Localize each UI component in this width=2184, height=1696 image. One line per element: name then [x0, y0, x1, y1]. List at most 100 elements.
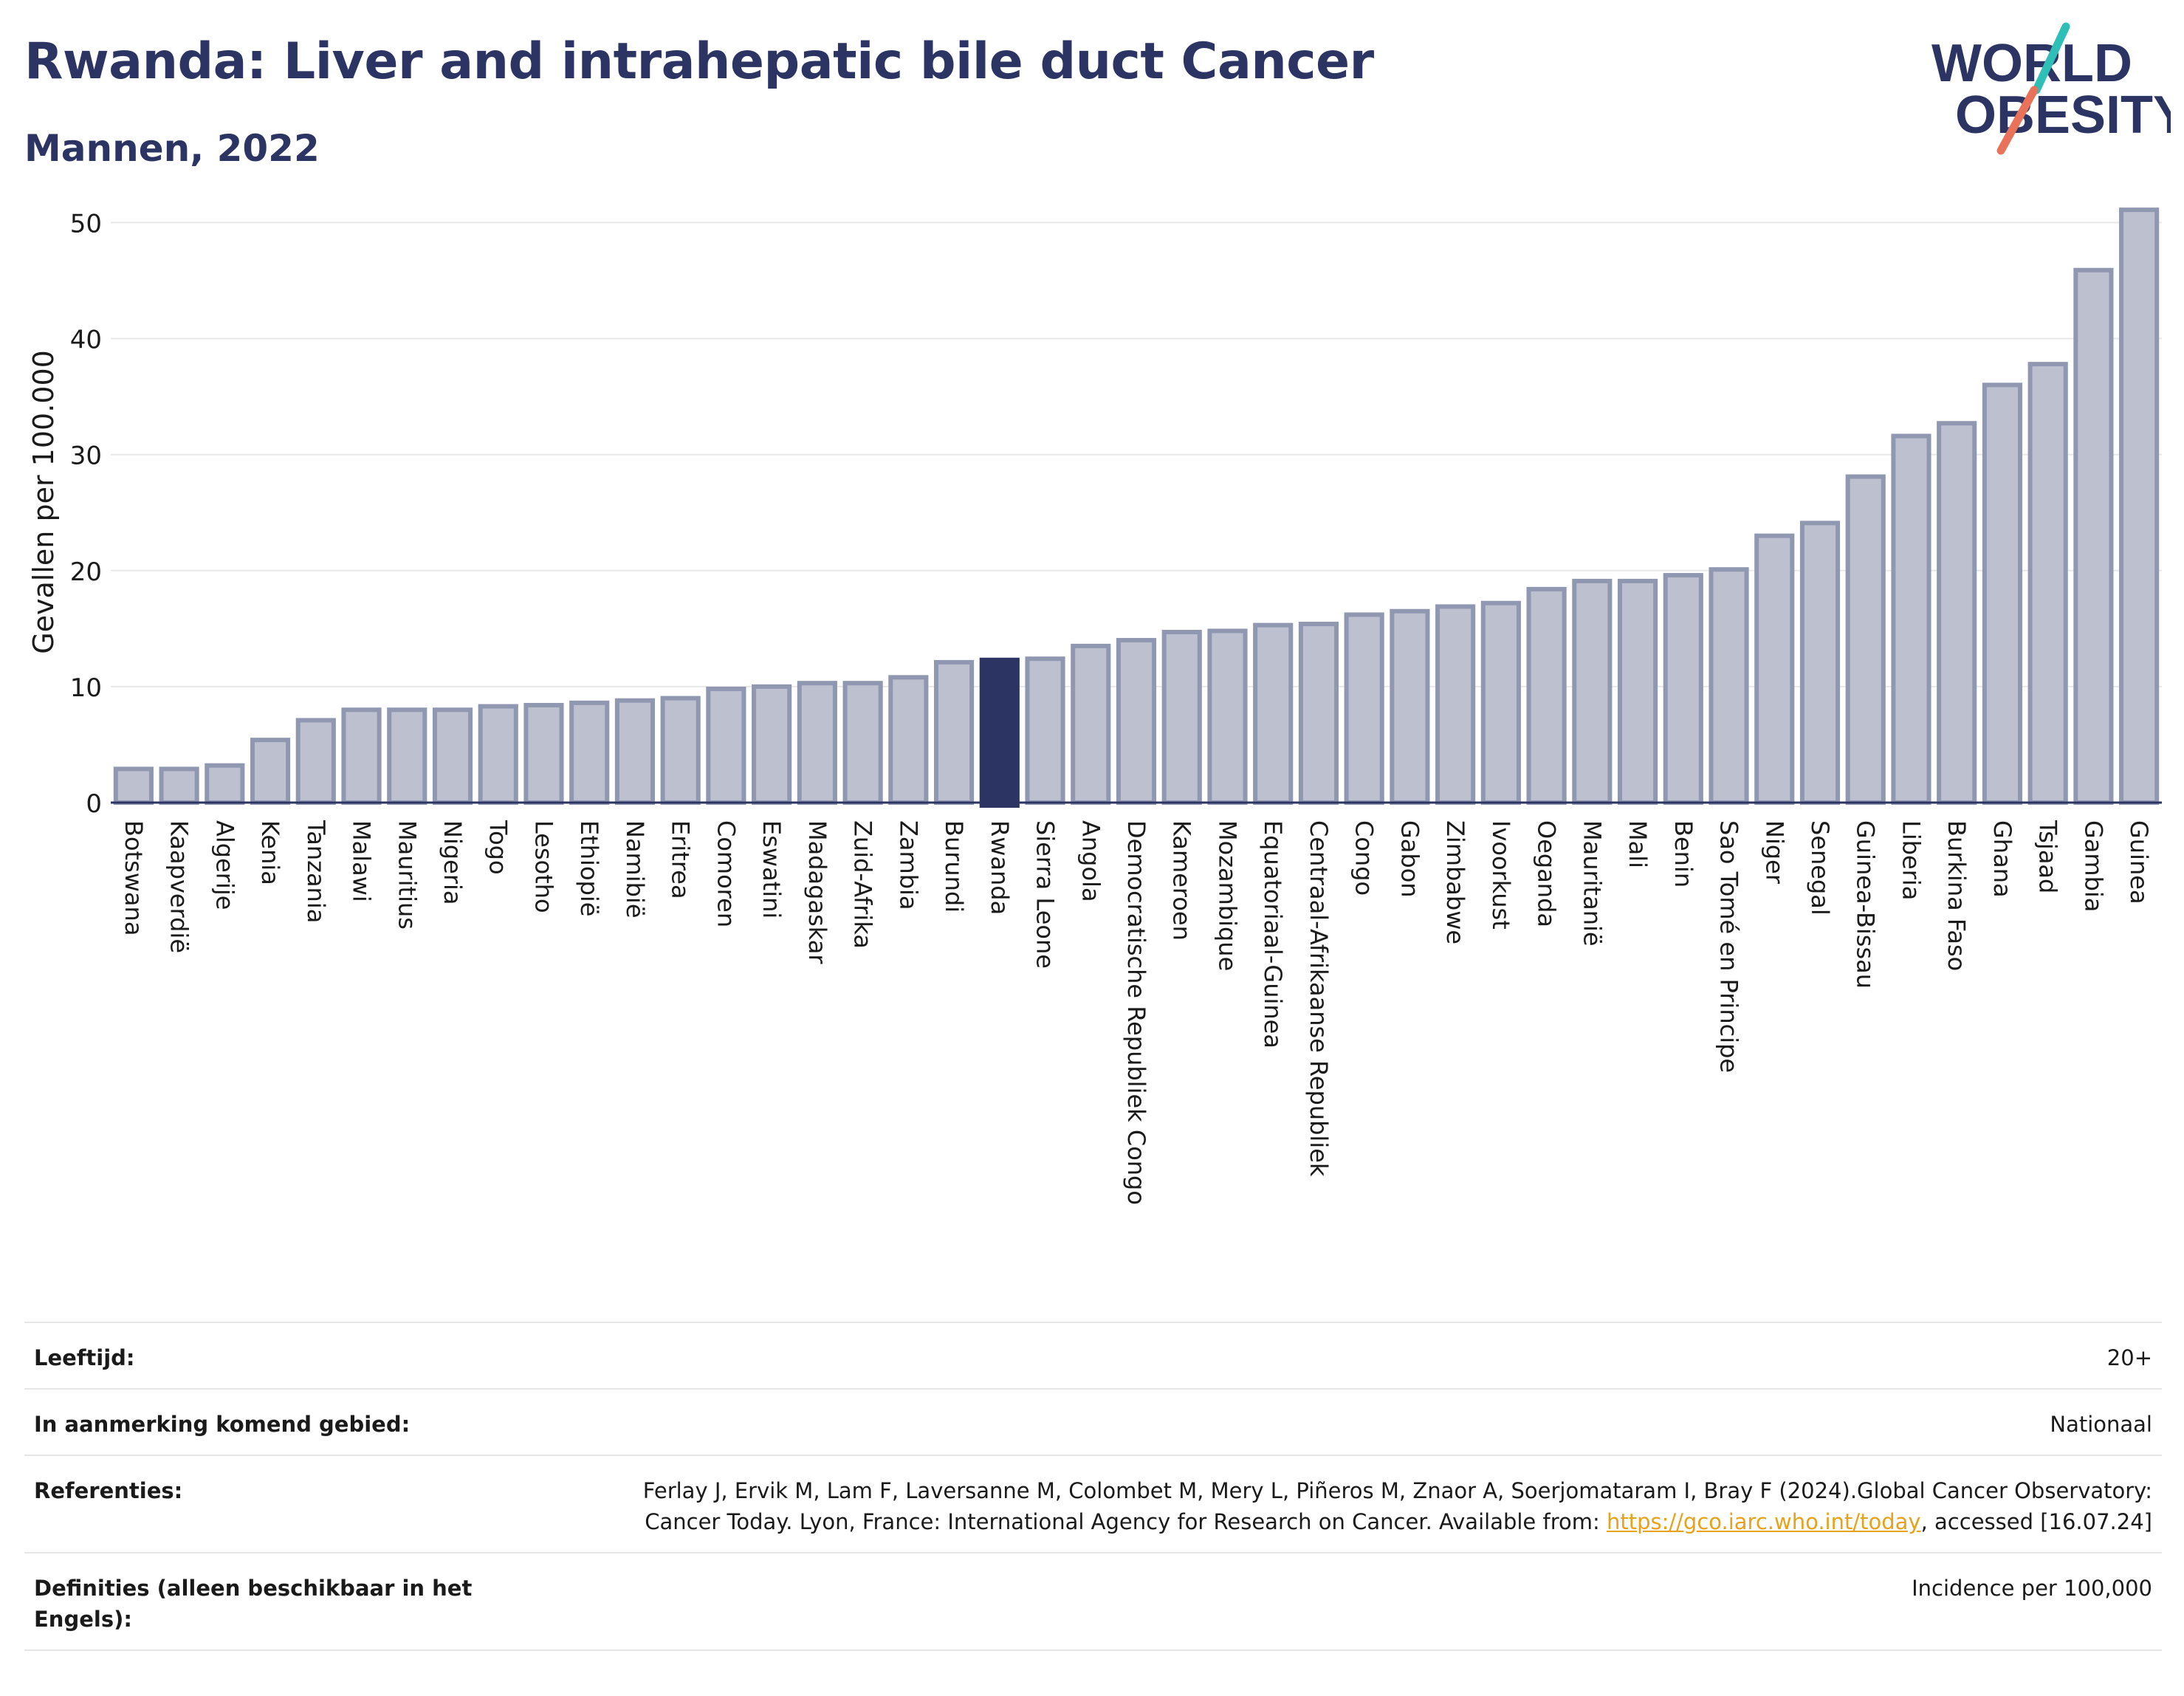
world-obesity-logo: WORLD OBESITY: [1931, 22, 2171, 155]
x-tick-label: Ethiopië: [575, 820, 603, 916]
bar: [660, 696, 701, 805]
bar: [250, 738, 291, 806]
bars: [113, 207, 2160, 808]
bar: [2027, 362, 2068, 806]
x-tick-label: Sierra Leone: [1031, 820, 1060, 969]
y-tick-label: 10: [70, 673, 102, 703]
info-label: Referenties:: [34, 1478, 183, 1503]
y-axis-label: Gevallen per 100.000: [27, 350, 60, 654]
bar: [1161, 630, 1202, 806]
bar: [113, 766, 154, 805]
x-tick-label: Lesotho: [529, 820, 557, 913]
x-tick-label: Senegal: [1806, 820, 1834, 916]
info-value: 20+: [2106, 1345, 2152, 1370]
x-tick-label: Kenia: [256, 820, 284, 885]
x-tick-label: Centraal-Afrikaanse Republiek: [1305, 820, 1333, 1177]
x-tick-label: Zimbabwe: [1441, 820, 1469, 944]
x-tick-label: Eritrea: [667, 820, 695, 899]
bar: [2073, 267, 2114, 805]
y-tick-label: 0: [86, 789, 102, 819]
x-tick-label: Sao Tomé en Principe: [1715, 820, 1743, 1073]
logo-slash-top: [2032, 22, 2070, 95]
bar: [1799, 521, 1841, 805]
x-tick-label: Equatoriaal-Guinea: [1259, 820, 1287, 1048]
x-tick-label: Burkina Faso: [1943, 820, 1971, 971]
bar: [1617, 578, 1658, 805]
axes: 0 10 20 30 40 50 Botswana Kaapverdië Algerije Ken…: [70, 209, 2162, 1205]
chart-title: Rwanda: Liver and intrahepatic bile duct…: [24, 32, 1374, 91]
x-tick-label: Botswana: [120, 820, 148, 935]
x-tick-label: Tanzania: [302, 820, 330, 923]
logo-line1: WORLD: [1931, 34, 2132, 93]
y-tick-label: 40: [70, 326, 102, 355]
bar: [842, 681, 883, 805]
bar: [2119, 207, 2160, 805]
logo-line2: OBESITY: [1955, 86, 2171, 145]
y-tick-label: 50: [70, 209, 102, 238]
x-tick-label: Togo: [484, 820, 512, 875]
x-tick-label: Malawi: [348, 820, 376, 902]
bar: [1480, 600, 1521, 805]
bar: [1572, 578, 1613, 805]
x-tick-label: Gambia: [2079, 820, 2107, 912]
x-tick-label: Ivoorkust: [1487, 820, 1515, 930]
bar: [1982, 382, 2023, 805]
x-tick-label: Rwanda: [986, 820, 1014, 915]
bar: [387, 707, 427, 805]
x-tick-label: Guinea-Bissau: [1852, 820, 1880, 989]
info-label: Definities (alleen beschikbaar in het En…: [34, 1576, 473, 1632]
x-tick-label: Zuid-Afrika: [849, 820, 877, 949]
x-tick-label: Algerije: [210, 820, 238, 910]
bar: [341, 707, 382, 805]
bar: [159, 766, 199, 805]
info-value: Incidence per 100,000: [1912, 1576, 2152, 1601]
bar: [1298, 622, 1339, 805]
bar: [933, 659, 975, 805]
x-tick-label: Oeganda: [1533, 820, 1561, 927]
bar: [752, 684, 792, 806]
bar: [1207, 628, 1248, 805]
x-tick-label: Mauritanië: [1578, 820, 1606, 947]
bar: [1435, 604, 1476, 805]
x-tick-label: Mozambique: [1213, 820, 1241, 971]
info-table: Leeftijd: 20+ In aanmerking komend gebie…: [24, 1322, 2162, 1651]
bar: [1891, 433, 1931, 805]
bar: [432, 707, 473, 805]
bar-highlight-rwanda: [979, 657, 1020, 808]
reference-accessed: , accessed [16.07.24]: [1920, 1509, 2152, 1534]
bar: [1709, 567, 1749, 805]
x-tick-label: Guinea: [2125, 820, 2153, 904]
bar-chart: 0 10 20 30 40 50 Botswana Kaapverdië Algerije Ken…: [27, 207, 2162, 1205]
bar: [295, 718, 336, 805]
x-tick-label: Gabon: [1395, 820, 1424, 898]
bar: [1663, 573, 1703, 805]
x-tick-label: Zambia: [894, 820, 922, 910]
x-tick-label: Benin: [1669, 820, 1697, 888]
x-tick-label: Angola: [1076, 820, 1105, 902]
x-tick-label: Comoren: [712, 820, 740, 927]
x-tick-label: Kameroen: [1168, 820, 1196, 941]
bar: [1344, 612, 1384, 805]
x-tick-label: Burundi: [940, 820, 968, 913]
bar: [1116, 638, 1157, 805]
info-value: Nationaal: [2050, 1412, 2152, 1437]
x-tick-label: Ghana: [1988, 820, 2016, 898]
y-tick-label: 30: [70, 442, 102, 471]
bar: [1526, 586, 1567, 806]
bar: [569, 700, 610, 806]
x-tick-label: Nigeria: [439, 820, 467, 904]
x-tick-label: Congo: [1350, 820, 1378, 896]
bar: [888, 675, 929, 805]
x-tick-label: Kaapverdië: [165, 820, 193, 953]
x-tick-label: Democratische Republiek Congo: [1122, 820, 1150, 1205]
chart-subtitle: Mannen, 2022: [24, 127, 320, 170]
bar: [706, 687, 746, 805]
x-tick-label: Mali: [1624, 820, 1652, 868]
reference-link[interactable]: https://gco.iarc.who.int/today: [1606, 1509, 1921, 1534]
bar: [1845, 474, 1886, 806]
bar: [1937, 421, 1977, 805]
x-tick-label: Madagaskar: [803, 820, 831, 964]
info-value: Ferlay J, Ervik M, Lam F, Laversanne M, …: [602, 1475, 2152, 1537]
x-tick-label: Niger: [1760, 820, 1788, 885]
info-row-area: In aanmerking komend gebied: Nationaal: [24, 1388, 2162, 1455]
